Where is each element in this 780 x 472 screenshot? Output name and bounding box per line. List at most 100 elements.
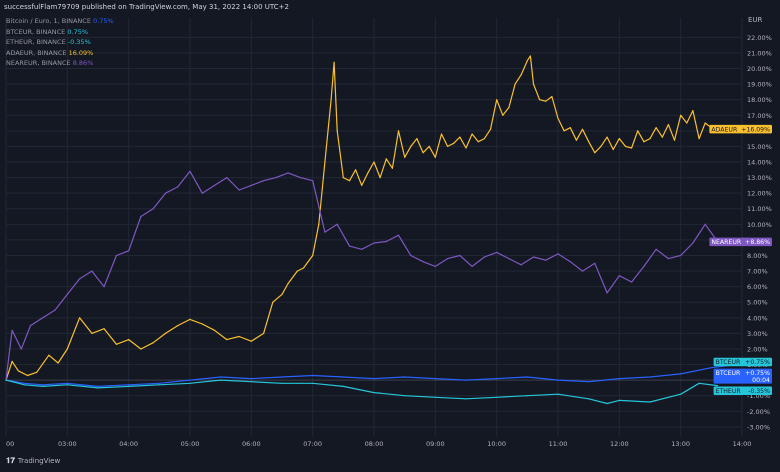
data-point-adaeur [348,180,351,182]
data-point-neareur [189,170,191,172]
data-point-btceur [312,374,314,377]
data-point-btceur [557,379,559,381]
data-point-etheur [342,385,344,387]
data-point-neareur [115,254,117,257]
data-point-neareur [103,286,105,288]
legend-row-etheur[interactable]: ETHEUR, BINANCE -0.35% [6,37,114,48]
price-label-value: +8.86% [745,239,770,246]
data-point-adaeur [318,223,320,225]
data-point-neareur [312,180,314,182]
legend-row-neareur[interactable]: NEAREUR, BINANCE 8.86% [6,58,114,69]
legend: Bitcoin / Euro, 1, BINANCE 0.75% BTCEUR,… [6,16,114,69]
data-point-neareur [373,242,375,244]
data-point-neareur [606,292,608,294]
series-line-neareur [5,170,718,381]
data-point-adaeur [361,184,363,186]
data-point-adaeur [281,293,283,295]
data-point-adaeur [36,371,38,373]
legend-row-btc-main[interactable]: Bitcoin / Euro, 1, BINANCE 0.75% [6,16,114,27]
data-point-neareur [226,177,228,179]
data-point-adaeur [11,360,13,362]
data-point-adaeur [680,114,682,116]
data-point-etheur [716,385,719,387]
y-tick-label: 15.00% [747,143,772,151]
data-point-neareur [680,254,682,257]
price-label-bg-adaeur [709,124,772,134]
price-label-value: -0.35% [748,388,770,395]
data-point-adaeur [508,106,510,109]
y-tick-label: 18.00% [747,96,772,104]
data-point-adaeur [581,128,584,130]
data-point-adaeur [489,128,492,130]
x-tick-label: 07:00 [303,440,322,448]
legend-name: ADAEUR, BINANCE [6,48,67,57]
data-point-neareur [238,189,240,191]
data-point-adaeur [79,317,81,319]
data-point-neareur [299,177,301,179]
data-point-etheur [496,396,498,398]
data-point-btceur [66,382,68,384]
data-point-neareur [361,248,363,250]
legend-row-adaeur[interactable]: ADAEUR, BINANCE 16.09% [6,48,114,59]
legend-value: -0.35% [67,38,91,46]
data-point-adaeur [189,318,191,320]
data-point-adaeur [514,83,516,85]
data-point-neareur [11,329,13,331]
data-point-btceur [250,378,252,380]
data-point-adaeur [477,141,479,143]
data-point-adaeur [588,141,590,143]
price-label-bg-btceur [713,357,772,367]
price-label-name: ETHEUR [716,388,742,395]
data-point-etheur [97,387,99,389]
series-line-adaeur [5,55,718,381]
data-point-neareur [177,186,179,188]
x-tick-label: 06:00 [242,440,261,448]
data-point-adaeur [661,136,663,138]
data-point-etheur [588,398,590,400]
x-tick-label: 11:00 [549,440,568,448]
data-point-adaeur [296,270,298,272]
legend-name: BTCEUR, BINANCE [6,27,66,36]
data-point-adaeur [624,145,627,147]
tradingview-logo-text: TradingView [17,457,61,465]
tradingview-logo[interactable]: 𝟏𝟕 TradingView [6,456,60,466]
legend-row-btceur[interactable]: BTCEUR, BINANCE 0.75% [6,27,114,38]
data-point-etheur [606,402,608,405]
price-label-value: +16.09% [741,126,770,133]
data-point-etheur [23,384,25,386]
data-point-adaeur [563,130,565,132]
series-layer [5,55,737,405]
data-point-etheur [404,395,406,397]
data-point-neareur [79,278,81,280]
y-tick-label: 5.00% [747,299,768,307]
data-point-neareur [91,270,93,272]
data-point-adaeur [428,145,430,147]
data-point-btceur [618,378,620,380]
data-point-neareur [348,245,351,247]
data-point-adaeur [667,124,670,126]
legend-name: Bitcoin / Euro, 1, BINANCE [6,17,91,25]
data-point-adaeur [355,169,357,171]
price-label-name: ADAEUR [711,126,738,133]
data-point-adaeur [324,161,326,163]
data-point-adaeur [520,74,522,76]
data-point-adaeur [373,161,375,163]
data-point-btceur [23,382,25,384]
data-point-adaeur [177,325,179,327]
data-point-neareur [471,265,473,267]
data-point-btceur [128,384,130,386]
data-point-adaeur [618,138,620,140]
price-label-bg-etheur [713,386,772,396]
data-point-adaeur [103,328,105,330]
data-point-btceur [189,379,191,381]
data-point-adaeur [612,148,614,151]
currency-label: EUR [748,16,763,24]
x-tick-label: 13:00 [671,440,690,448]
data-point-etheur [5,379,7,381]
data-point-adaeur [594,152,596,154]
data-point-adaeur [302,267,305,269]
data-point-btceur [158,382,160,384]
data-point-neareur [434,265,436,267]
